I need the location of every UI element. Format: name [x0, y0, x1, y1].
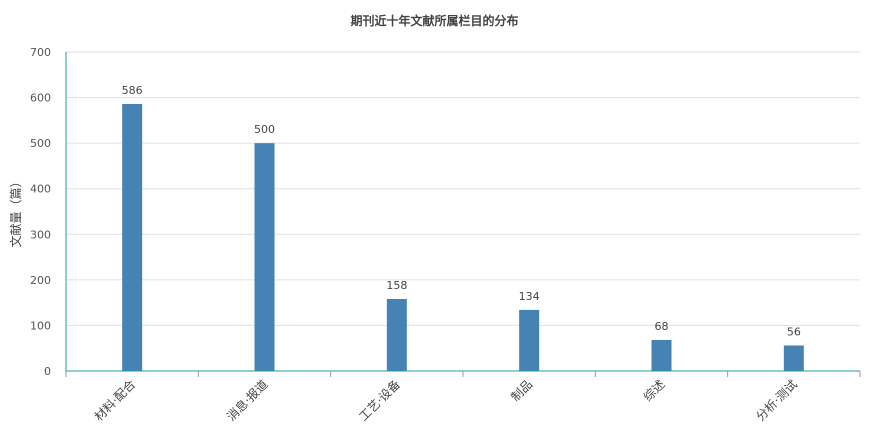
- y-axis-label: 文献量（篇）: [8, 175, 23, 247]
- x-tick-label: 制品: [508, 377, 535, 404]
- bars: [122, 103, 804, 372]
- x-tick-label: 消息·报道: [223, 377, 270, 424]
- axes: [65, 52, 861, 377]
- x-tick-label: 综述: [641, 377, 668, 404]
- bar: [254, 143, 275, 371]
- grid-lines: [66, 51, 860, 326]
- data-label: 56: [787, 325, 801, 338]
- bar: [122, 103, 143, 372]
- y-tick-label: 300: [30, 228, 51, 241]
- bar: [386, 298, 407, 371]
- y-tick-label: 0: [44, 365, 51, 378]
- x-tick-label: 材料·配合: [91, 377, 138, 424]
- chart-title: 期刊近十年文献所属栏目的分布: [350, 14, 519, 28]
- bar: [519, 309, 540, 371]
- data-label: 134: [519, 290, 540, 303]
- y-tick-label: 200: [30, 274, 51, 287]
- data-label: 158: [386, 279, 407, 292]
- data-label: 68: [655, 320, 669, 333]
- bar: [651, 340, 672, 371]
- data-label: 500: [254, 123, 275, 136]
- y-tick-label: 700: [30, 46, 51, 59]
- data-label: 586: [122, 84, 143, 97]
- y-tick-label: 500: [30, 137, 51, 150]
- x-tick-label: 工艺·设备: [356, 377, 403, 424]
- y-tick-label: 400: [30, 183, 51, 196]
- y-tick-label: 600: [30, 92, 51, 105]
- y-tick-label: 100: [30, 319, 51, 332]
- bar: [783, 345, 804, 371]
- x-tick-label: 分析·测试: [753, 377, 800, 424]
